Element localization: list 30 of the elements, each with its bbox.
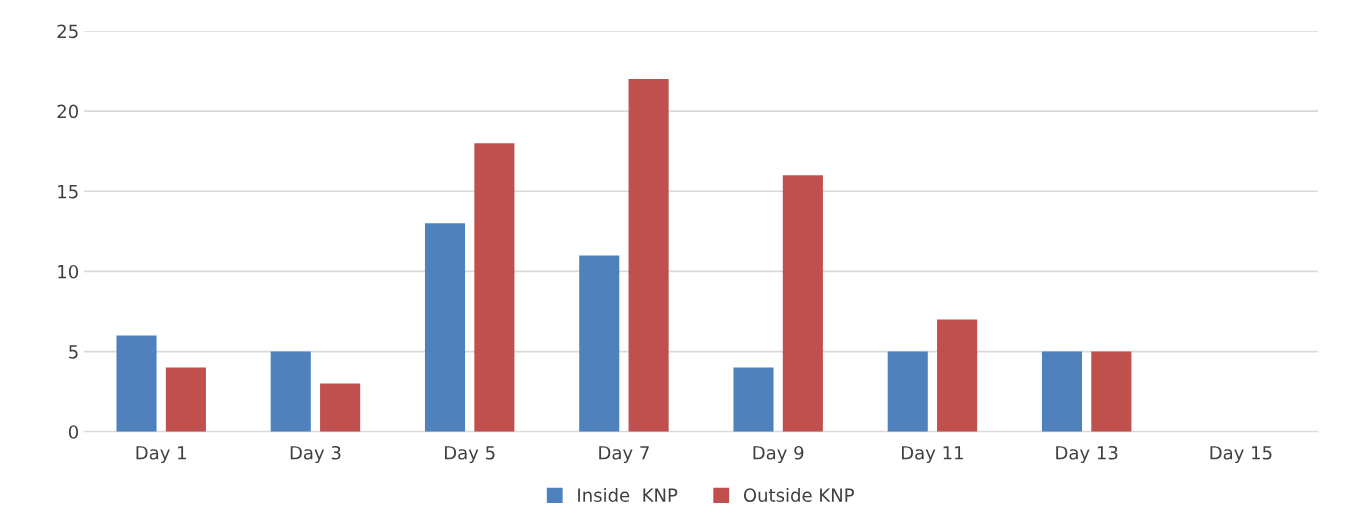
x-tick-label: Day 7 — [599, 446, 649, 464]
bar — [116, 335, 157, 432]
bar — [937, 319, 978, 432]
x-tick-label: Day 9 — [753, 445, 804, 464]
bar — [579, 255, 620, 432]
legend-label: Outside KNP — [743, 488, 854, 502]
x-tick-label: Day 13 — [1056, 445, 1118, 464]
bar — [320, 383, 361, 432]
bar — [887, 351, 928, 432]
bar — [628, 79, 669, 432]
x-tick-label: Day 3 — [290, 445, 341, 464]
y-tick-label: 0 — [68, 425, 79, 439]
bar — [424, 223, 466, 432]
bar — [1091, 351, 1132, 432]
y-tick-label: 10 — [58, 264, 79, 279]
x-tick-label: Day 5 — [445, 446, 495, 464]
bar — [474, 143, 515, 432]
legend-label: Inside KNP — [578, 488, 678, 502]
y-tick-label: 5 — [69, 345, 78, 359]
y-tick-label: 25 — [57, 24, 78, 39]
x-tick-label: Day 15 — [1210, 446, 1272, 464]
x-tick-label: Day 1 — [136, 446, 186, 464]
bar — [270, 351, 311, 432]
bar — [165, 367, 206, 432]
bar — [782, 175, 823, 432]
y-tick-label: 15 — [58, 184, 78, 199]
bar — [1041, 351, 1083, 432]
y-tick-label: 20 — [57, 104, 79, 119]
bar — [733, 367, 774, 432]
x-tick-label: Day 11 — [902, 446, 963, 464]
